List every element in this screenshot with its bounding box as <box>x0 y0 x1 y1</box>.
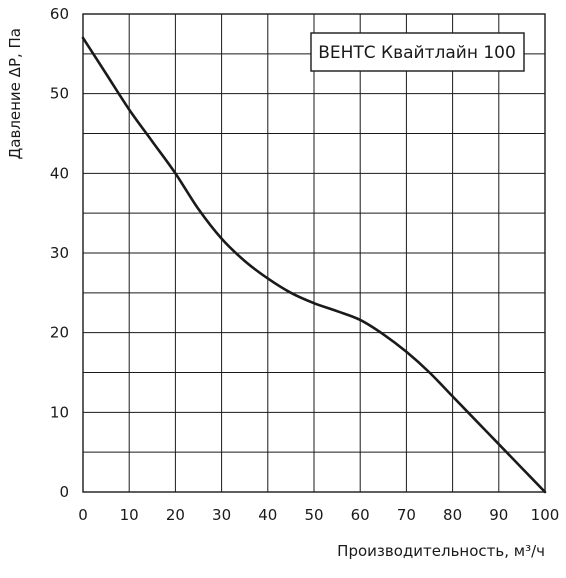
x-axis-label: Производительность, м³/ч <box>337 542 545 560</box>
x-tick-label: 80 <box>443 506 462 524</box>
x-tick-label: 60 <box>351 506 370 524</box>
title-box: ВЕНТС Квайтлайн 100 <box>310 32 525 72</box>
x-tick-label: 90 <box>489 506 508 524</box>
y-tick-labels: 0 10 20 30 40 50 60 <box>50 5 69 501</box>
y-tick-label: 50 <box>50 85 69 103</box>
x-tick-label: 100 <box>531 506 560 524</box>
x-tick-label: 40 <box>258 506 277 524</box>
y-tick-label: 0 <box>59 483 69 501</box>
x-tick-label: 70 <box>397 506 416 524</box>
y-tick-label: 10 <box>50 403 69 421</box>
series-line <box>81 36 547 494</box>
y-tick-label: 30 <box>50 244 69 262</box>
title-box-border <box>310 32 525 72</box>
x-tick-labels: 0 10 20 30 40 50 60 70 80 90 100 <box>78 506 559 524</box>
y-axis-label: Давление ΔP, Па <box>6 28 24 159</box>
x-tick-label: 0 <box>78 506 88 524</box>
x-tick-label: 10 <box>120 506 139 524</box>
x-tick-label: 20 <box>166 506 185 524</box>
y-tick-label: 60 <box>50 5 69 23</box>
y-tick-label: 20 <box>50 324 69 342</box>
chart-title: ВЕНТС Квайтлайн 100 <box>318 43 516 63</box>
x-tick-label: 30 <box>212 506 231 524</box>
y-tick-label: 40 <box>50 164 69 182</box>
grid <box>83 14 545 492</box>
x-tick-label: 50 <box>304 506 323 524</box>
plot-frame <box>82 13 546 493</box>
